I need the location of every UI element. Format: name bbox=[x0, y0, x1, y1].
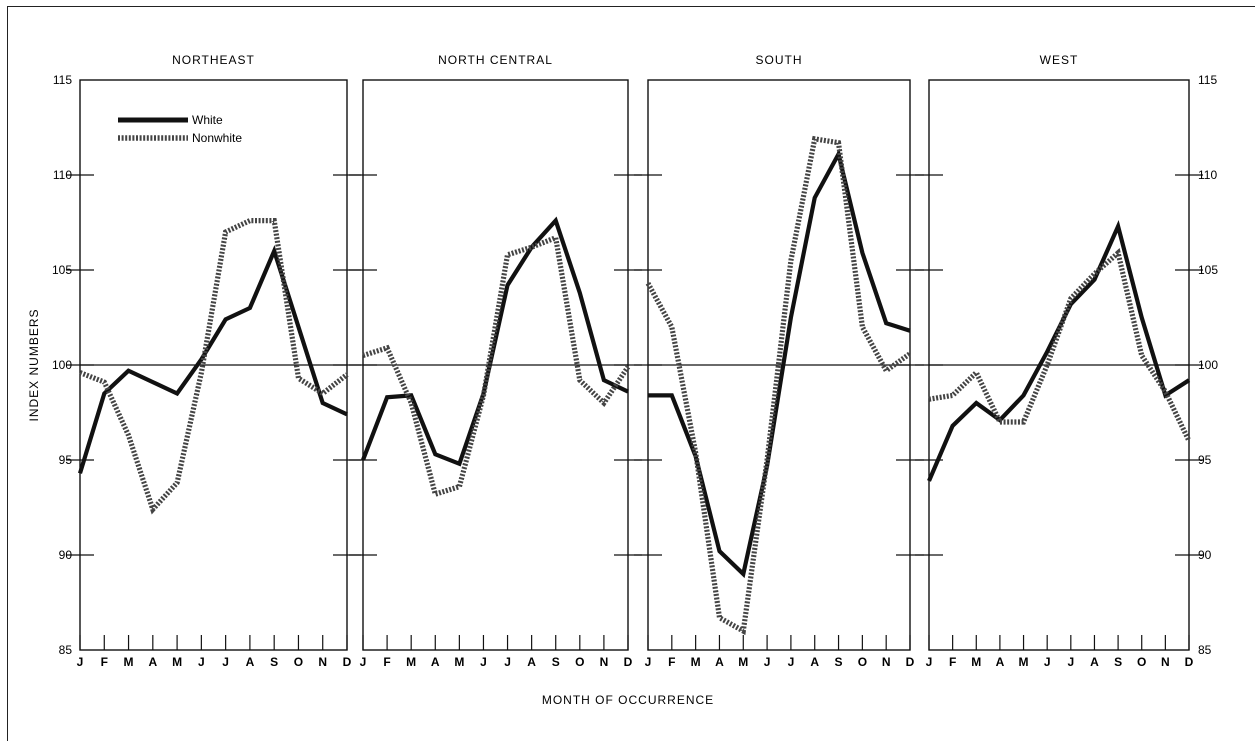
y-tick-label-right: 100 bbox=[1198, 358, 1218, 372]
series-line-nonwhite bbox=[79, 218, 349, 515]
month-label: F bbox=[949, 655, 956, 669]
month-label: M bbox=[406, 655, 416, 669]
month-label: N bbox=[600, 655, 609, 669]
month-label: M bbox=[454, 655, 464, 669]
month-label: A bbox=[1090, 655, 1099, 669]
month-label: A bbox=[715, 655, 724, 669]
month-label: D bbox=[1185, 655, 1194, 669]
figure-frame bbox=[7, 6, 1255, 741]
month-label: M bbox=[124, 655, 134, 669]
y-tick-label-right: 115 bbox=[1198, 73, 1217, 87]
month-label: A bbox=[148, 655, 157, 669]
legend-label-white: White bbox=[192, 113, 223, 127]
month-label: O bbox=[858, 655, 867, 669]
month-label: A bbox=[527, 655, 536, 669]
month-label: J bbox=[1067, 655, 1074, 669]
month-label: S bbox=[835, 655, 843, 669]
month-label: J bbox=[198, 655, 205, 669]
panel-title: NORTH CENTRAL bbox=[438, 53, 553, 67]
month-label: M bbox=[172, 655, 182, 669]
month-label: O bbox=[294, 655, 303, 669]
month-label: O bbox=[1137, 655, 1146, 669]
legend-label-nonwhite: Nonwhite bbox=[192, 131, 242, 145]
series-line-white bbox=[927, 219, 1191, 482]
y-tick-label-right: 105 bbox=[1198, 263, 1218, 277]
month-label: S bbox=[552, 655, 560, 669]
month-label: J bbox=[360, 655, 367, 669]
month-label: M bbox=[971, 655, 981, 669]
month-label: J bbox=[480, 655, 487, 669]
series-line-white bbox=[361, 216, 629, 467]
series-line-nonwhite bbox=[928, 248, 1192, 443]
month-label: O bbox=[575, 655, 584, 669]
month-label: A bbox=[431, 655, 440, 669]
month-label: F bbox=[668, 655, 675, 669]
y-tick-label-left: 100 bbox=[52, 358, 72, 372]
month-label: F bbox=[101, 655, 108, 669]
month-label: D bbox=[624, 655, 633, 669]
month-label: J bbox=[1044, 655, 1051, 669]
panel-title: SOUTH bbox=[756, 53, 803, 67]
series-line-nonwhite bbox=[645, 135, 912, 636]
y-tick-label-left: 115 bbox=[53, 73, 72, 87]
y-tick-label-right: 95 bbox=[1198, 453, 1212, 467]
x-axis-label: MONTH OF OCCURRENCE bbox=[542, 693, 714, 707]
month-label: M bbox=[1019, 655, 1029, 669]
month-label: J bbox=[504, 655, 511, 669]
panel-title: NORTHEAST bbox=[172, 53, 255, 67]
month-label: A bbox=[810, 655, 819, 669]
y-tick-label-right: 90 bbox=[1198, 548, 1212, 562]
month-label: J bbox=[645, 655, 652, 669]
panel-title: WEST bbox=[1040, 53, 1079, 67]
y-tick-label-right: 85 bbox=[1198, 643, 1212, 657]
month-label: S bbox=[1114, 655, 1122, 669]
y-axis-label: INDEX NUMBERS bbox=[27, 308, 41, 421]
month-label: F bbox=[383, 655, 390, 669]
y-tick-label-left: 90 bbox=[59, 548, 73, 562]
month-label: J bbox=[222, 655, 229, 669]
series-line-nonwhite bbox=[362, 234, 631, 498]
y-tick-label-left: 85 bbox=[59, 643, 73, 657]
month-label: D bbox=[343, 655, 352, 669]
month-label: S bbox=[270, 655, 278, 669]
month-label: A bbox=[996, 655, 1005, 669]
month-label: N bbox=[882, 655, 891, 669]
y-tick-label-right: 110 bbox=[1198, 168, 1217, 182]
month-label: N bbox=[318, 655, 327, 669]
series-line-white bbox=[77, 244, 348, 474]
month-label: J bbox=[926, 655, 933, 669]
y-tick-label-left: 95 bbox=[59, 453, 73, 467]
month-label: J bbox=[77, 655, 84, 669]
month-label: J bbox=[788, 655, 795, 669]
month-label: D bbox=[906, 655, 915, 669]
series-line-white bbox=[648, 148, 911, 579]
month-label: A bbox=[246, 655, 255, 669]
y-tick-label-left: 110 bbox=[53, 168, 72, 182]
month-label: M bbox=[738, 655, 748, 669]
month-label: J bbox=[764, 655, 771, 669]
y-tick-label-left: 105 bbox=[52, 263, 72, 277]
month-label: M bbox=[691, 655, 701, 669]
month-label: N bbox=[1161, 655, 1170, 669]
